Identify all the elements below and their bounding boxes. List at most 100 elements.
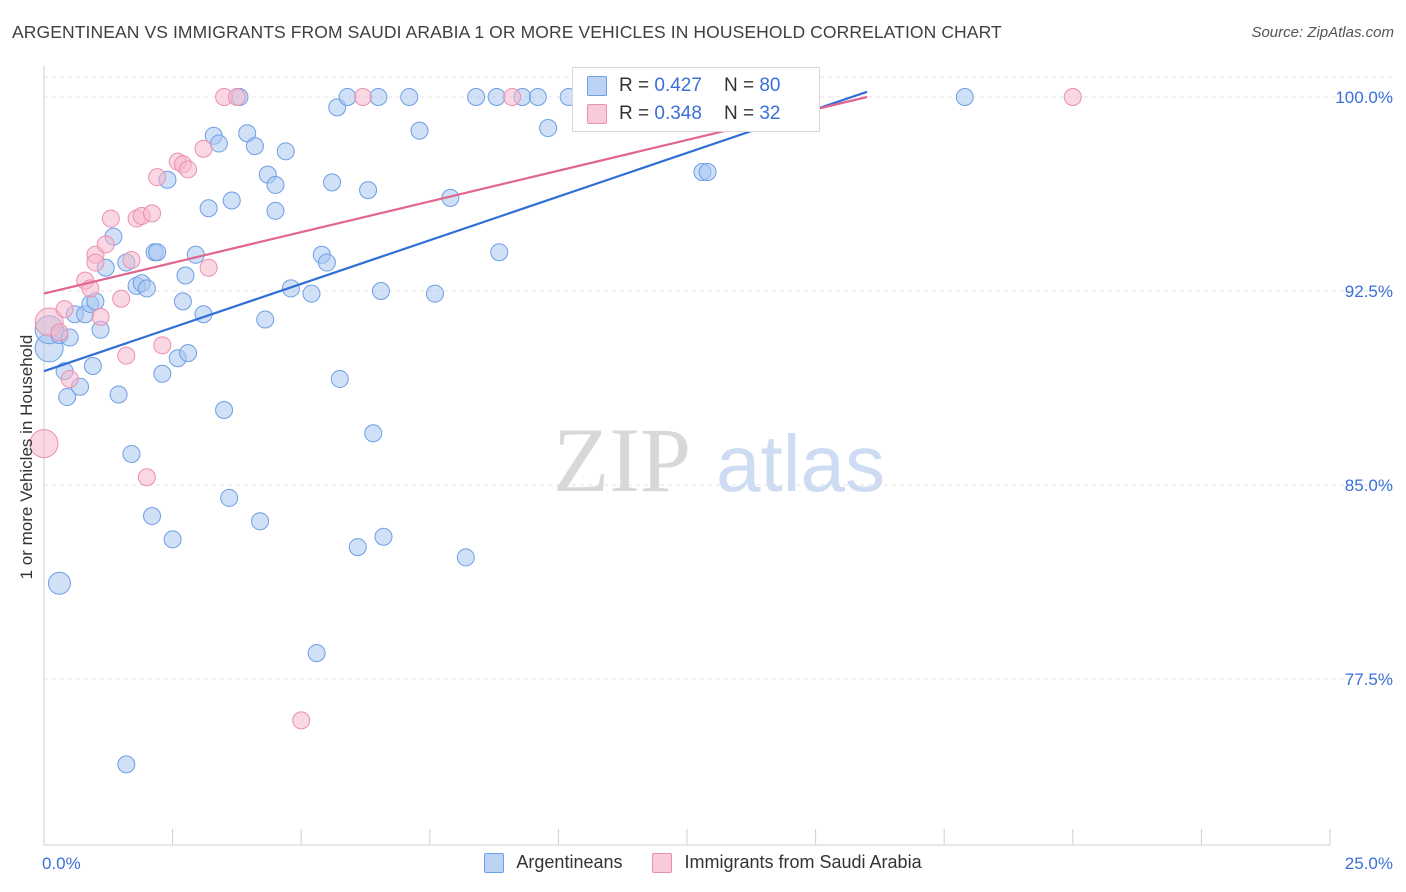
legend-label-saudi-arabia: Immigrants from Saudi Arabia: [684, 852, 922, 872]
grid-lines: [44, 76, 1392, 680]
point-argentineans: [179, 344, 198, 363]
point-saudi-arabia: [199, 258, 218, 277]
legend-swatch-blue: [484, 852, 505, 873]
point-argentineans: [338, 88, 357, 106]
point-argentineans: [209, 134, 228, 153]
point-argentineans: [186, 245, 205, 264]
point-argentineans: [307, 644, 326, 663]
point-argentineans: [256, 310, 275, 329]
legend-row-saudi-arabia: R = 0.348 N = 32: [587, 102, 780, 126]
point-argentineans: [539, 119, 558, 138]
point-argentineans: [955, 88, 974, 106]
point-argentineans: [302, 284, 321, 303]
point-saudi-arabia: [292, 711, 311, 730]
point-argentineans: [317, 253, 336, 272]
point-argentineans: [109, 385, 128, 404]
point-saudi-arabia: [117, 346, 136, 365]
legend-item-argentineans: Argentineans: [484, 852, 622, 873]
legend-r-value: 0.348: [654, 103, 702, 124]
point-saudi-arabia: [153, 336, 172, 355]
point-argentineans: [425, 284, 444, 303]
point-saudi-arabia: [86, 253, 105, 272]
point-argentineans: [163, 530, 182, 549]
point-argentineans: [173, 292, 192, 311]
point-argentineans: [137, 279, 156, 298]
point-argentineans: [266, 175, 285, 194]
trend-line-argentineans: [43, 90, 868, 373]
point-argentineans: [58, 388, 77, 407]
point-saudi-arabia: [137, 468, 156, 487]
point-argentineans: [117, 755, 136, 774]
point-argentineans: [222, 191, 241, 210]
point-saudi-arabia: [29, 429, 59, 459]
point-saudi-arabia: [503, 88, 522, 106]
point-argentineans: [276, 142, 295, 161]
point-argentineans: [199, 199, 218, 218]
legend-label-argentineans: Argentineans: [516, 852, 623, 872]
legend-swatch-pink: [652, 852, 673, 873]
point-argentineans: [176, 266, 195, 285]
point-argentineans: [215, 400, 234, 419]
point-argentineans: [364, 424, 383, 443]
point-argentineans: [348, 538, 367, 557]
point-argentineans: [490, 243, 509, 262]
point-argentineans: [487, 88, 506, 106]
point-saudi-arabia: [353, 88, 372, 106]
legend-swatch-pink: [587, 104, 607, 124]
point-saudi-arabia: [122, 250, 141, 269]
point-saudi-arabia: [194, 139, 213, 158]
source-label: Source: ZipAtlas.com: [1251, 24, 1394, 41]
point-argentineans: [83, 357, 102, 376]
trend-lines: [43, 90, 868, 373]
x-tick-label: 0.0%: [42, 854, 81, 873]
point-saudi-arabia: [91, 307, 110, 326]
point-saudi-arabia: [55, 300, 74, 319]
point-saudi-arabia: [101, 209, 120, 228]
point-argentineans: [323, 173, 342, 192]
watermark-zip: ZIP: [553, 409, 691, 511]
point-argentineans: [467, 88, 486, 106]
y-axis-label: 1 or more Vehicles in Household: [17, 335, 36, 580]
chart-title: ARGENTINEAN VS IMMIGRANTS FROM SAUDI ARA…: [12, 22, 1002, 42]
point-argentineans: [148, 243, 167, 262]
point-argentineans: [400, 88, 419, 106]
legend-item-saudi-arabia: Immigrants from Saudi Arabia: [652, 852, 922, 873]
y-tick-label: 100.0%: [1335, 88, 1393, 107]
point-argentineans: [266, 201, 285, 220]
watermark-atlas: atlas: [716, 419, 885, 508]
series-legend: Argentineans Immigrants from Saudi Arabi…: [0, 852, 1406, 873]
point-argentineans: [143, 507, 162, 526]
legend-n-value: 32: [759, 103, 781, 124]
point-argentineans: [122, 444, 141, 463]
point-argentineans: [251, 512, 270, 531]
point-saudi-arabia: [143, 204, 162, 223]
point-argentineans: [369, 88, 388, 106]
legend-r-value: 0.427: [654, 75, 702, 96]
point-saudi-arabia: [1063, 88, 1082, 106]
legend-r-label: R =: [619, 75, 650, 96]
point-argentineans: [410, 121, 429, 140]
y-tick-label: 77.5%: [1345, 670, 1393, 689]
point-argentineans: [528, 88, 547, 106]
point-argentineans: [374, 527, 393, 546]
point-argentineans: [330, 369, 349, 388]
point-saudi-arabia: [179, 160, 198, 179]
point-argentineans: [220, 488, 239, 507]
point-saudi-arabia: [60, 369, 79, 388]
point-argentineans: [456, 548, 475, 567]
point-saudi-arabia: [227, 88, 246, 106]
legend-n-value: 80: [759, 75, 781, 96]
legend-row-argentineans: R = 0.427 N = 80: [587, 74, 780, 98]
point-saudi-arabia: [50, 323, 69, 342]
legend-r-label: R =: [619, 103, 650, 124]
point-argentineans: [698, 163, 717, 182]
point-argentineans: [359, 181, 378, 200]
point-argentineans: [245, 137, 264, 156]
correlation-legend: R = 0.427 N = 80 R = 0.348 N = 32: [572, 67, 820, 132]
legend-swatch-blue: [587, 76, 607, 96]
point-saudi-arabia: [112, 289, 131, 308]
legend-n-label: N =: [723, 103, 755, 124]
point-saudi-arabia: [148, 168, 167, 187]
x-tick-label: 25.0%: [1345, 854, 1393, 873]
